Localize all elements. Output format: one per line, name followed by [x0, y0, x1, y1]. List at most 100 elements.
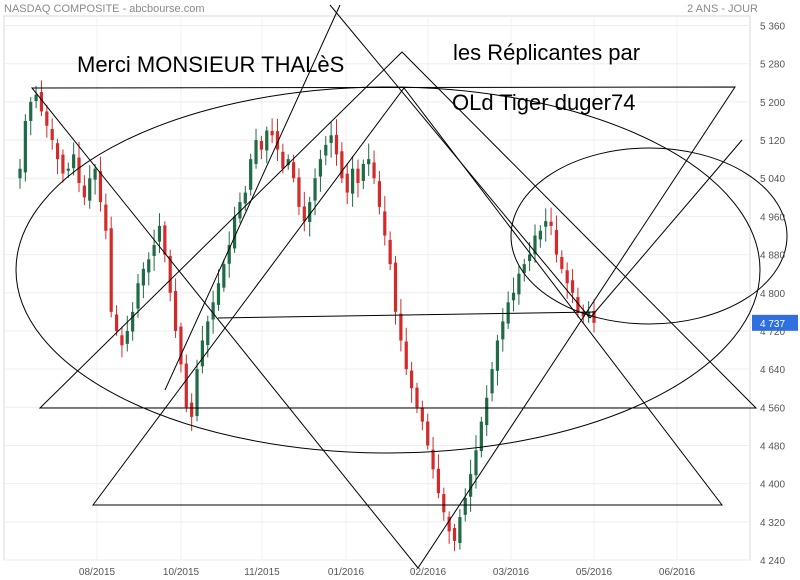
- y-tick-label: 5 360: [760, 22, 785, 33]
- candle-body: [66, 168, 70, 171]
- chart-title: NASDAQ COMPOSITE - abcbourse.com: [4, 3, 205, 15]
- date-axis: 08/2015 10/2015 11/2015 01/2016 02/2016 03/20…: [79, 567, 696, 578]
- plot-frame: [3, 15, 751, 561]
- x-tick-label: 06/2016: [659, 567, 696, 578]
- last-price-label: 4 737: [760, 319, 785, 330]
- candle-body: [125, 330, 129, 344]
- candle-body: [501, 321, 505, 340]
- candle-body: [206, 321, 210, 346]
- candle-body: [190, 402, 194, 417]
- x-tick-label: 01/2016: [328, 567, 365, 578]
- y-tick-label: 4 720: [760, 327, 785, 338]
- y-tick-label: 4 560: [760, 403, 785, 414]
- candle-body: [436, 468, 441, 494]
- candle-body: [581, 312, 585, 317]
- candle-body: [211, 302, 215, 320]
- candle-body: [570, 280, 575, 293]
- x-tick-label: 11/2015: [244, 567, 280, 578]
- annotation-replicantes: les Réplicantes par: [453, 40, 641, 65]
- candle-body: [350, 168, 355, 194]
- grid-lines: [3, 15, 751, 561]
- candle-body: [243, 192, 247, 204]
- candle-body: [576, 297, 580, 312]
- candle-body: [93, 168, 97, 180]
- horizontal-mid: [217, 311, 596, 319]
- candle-body: [232, 216, 237, 249]
- candle-body: [200, 340, 204, 367]
- candle-body: [72, 154, 76, 169]
- x-tick-label: 03/2016: [493, 567, 530, 578]
- diagonal-cross: [589, 139, 743, 319]
- candle-body: [361, 163, 365, 181]
- drawing-layer: [15, 4, 788, 569]
- candle-body: [109, 228, 113, 312]
- candle-body: [393, 262, 398, 312]
- candle-body: [275, 131, 280, 150]
- candle-body: [377, 181, 382, 207]
- candle-body: [404, 341, 408, 370]
- candle-body: [356, 168, 360, 184]
- candle-body: [222, 264, 226, 288]
- candle-body: [426, 421, 430, 446]
- y-tick-label: 4 320: [760, 518, 785, 529]
- candle-body: [249, 159, 253, 190]
- y-tick-label: 4 400: [760, 480, 785, 491]
- annotation-author: OLd Tiger duger74: [452, 90, 636, 115]
- candle-body: [227, 245, 231, 264]
- chart-period: 2 ANS - JOUR: [687, 3, 758, 15]
- candle-body: [297, 177, 301, 207]
- candle-body: [372, 162, 376, 179]
- candle-body: [77, 157, 81, 184]
- candle-body: [479, 421, 483, 452]
- candle-body: [281, 151, 285, 169]
- candle-body: [98, 171, 103, 203]
- candle-body: [334, 134, 339, 155]
- y-tick-label: 5 280: [760, 60, 785, 71]
- candle-body: [147, 259, 151, 273]
- last-price-badge: [752, 314, 798, 331]
- candle-body: [522, 264, 526, 274]
- y-tick-label: 4 960: [760, 212, 785, 223]
- x-tick-label: 02/2016: [410, 567, 447, 578]
- candle-body: [120, 335, 124, 346]
- candle-body: [345, 173, 349, 193]
- candle-body: [415, 387, 419, 408]
- candle-body: [528, 254, 532, 262]
- y-tick-label: 5 200: [760, 98, 785, 109]
- candle-body: [104, 204, 108, 231]
- candle-body: [18, 168, 22, 179]
- candle-body: [458, 517, 462, 544]
- candle-body: [367, 159, 371, 165]
- annotation-thales: Merci MONSIEUR THALèS: [77, 52, 345, 77]
- upward-triangle-large: [38, 51, 758, 409]
- candle-body: [291, 162, 296, 179]
- y-tick-label: 4 240: [760, 556, 785, 567]
- candle-body: [511, 292, 516, 301]
- candle-body: [259, 140, 264, 150]
- candle-body: [485, 397, 489, 426]
- candle-body: [452, 528, 457, 541]
- y-tick-label: 5 040: [760, 174, 785, 185]
- y-tick-label: 4 880: [760, 251, 785, 262]
- candle-body: [265, 130, 269, 151]
- candle-body: [141, 268, 145, 286]
- small-ellipse: [510, 147, 788, 325]
- candle-body: [157, 225, 162, 242]
- candle-body: [168, 255, 172, 293]
- candle-body: [549, 221, 553, 226]
- candle-body: [329, 135, 333, 143]
- candle-body: [254, 140, 258, 164]
- candle-body: [39, 92, 44, 112]
- x-tick-label: 10/2015: [163, 567, 200, 578]
- candle-body: [318, 159, 323, 177]
- candle-body: [313, 178, 317, 201]
- last-price-marker: 4 737: [752, 314, 798, 331]
- candle-body: [560, 257, 564, 269]
- candle-body: [442, 494, 446, 513]
- x-tick-label: 05/2016: [576, 567, 613, 578]
- candle-body: [447, 516, 451, 532]
- diagonal-right: [329, 4, 591, 319]
- candle-body: [163, 225, 167, 255]
- upward-triangle-inner: [92, 87, 724, 506]
- candle-body: [88, 178, 92, 201]
